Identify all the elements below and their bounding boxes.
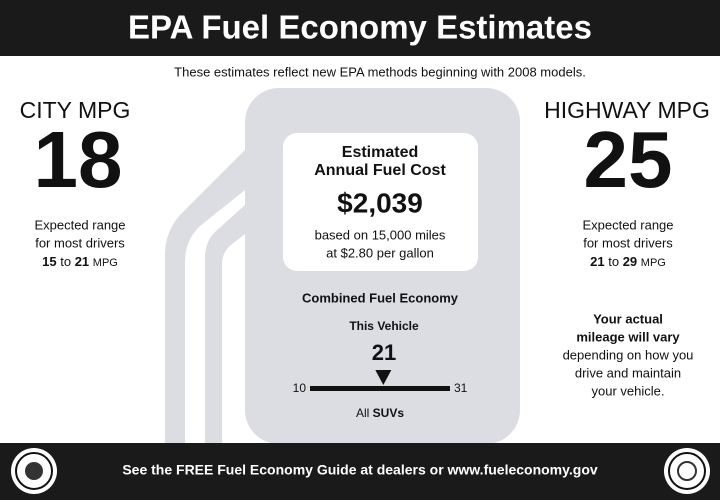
notice-bold: mileage will vary [576,329,680,344]
highway-range-values: 21 to 29 MPG [590,254,666,269]
header-band [0,0,720,56]
vehicle-label: This Vehicle [349,319,419,333]
scale-max: 31 [454,381,468,395]
notice: drive and maintain [575,365,681,380]
title: EPA Fuel Economy Estimates [128,9,592,46]
doe-seal [664,448,710,494]
footer-text: See the FREE Fuel Economy Guide at deale… [122,462,598,478]
vehicle-marker [375,370,392,385]
highway-label: HIGHWAY MPG [544,97,710,123]
notice: depending on how you [563,347,694,362]
city-range: Expected range [34,217,125,232]
cost-title: Annual Fuel Cost [314,162,446,179]
notice: your vehicle. [592,383,665,398]
vehicle-class: All SUVs [356,406,404,420]
cost-note: at $2.80 per gallon [326,245,434,260]
city-mpg: 18 [34,115,123,204]
city-range: for most drivers [35,235,125,250]
cost-title: Estimated [342,144,418,161]
scale-min: 10 [293,381,307,395]
highway-mpg: 25 [584,115,673,204]
footer-band [0,443,720,500]
epa-seal [11,448,57,494]
scale-bar [310,386,450,391]
highway-range: for most drivers [583,235,673,250]
combined-title: Combined Fuel Economy [302,290,459,305]
subtitle: These estimates reflect new EPA methods … [174,64,586,79]
highway-range: Expected range [582,217,673,232]
notice-bold: Your actual [593,311,663,326]
combined-value: 21 [372,340,396,365]
city-range-values: 15 to 21 MPG [42,254,118,269]
cost-amount: $2,039 [337,187,423,218]
cost-box [283,133,478,271]
city-label: CITY MPG [20,97,131,123]
cost-note: based on 15,000 miles [315,227,446,242]
